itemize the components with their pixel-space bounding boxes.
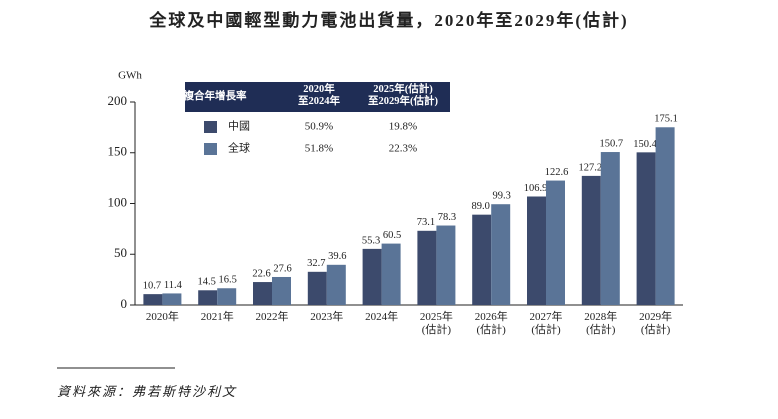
y-axis-unit: GWh <box>118 70 142 82</box>
value-label: 99.3 <box>493 191 511 202</box>
value-label: 150.4 <box>633 139 657 150</box>
value-label: 127.2 <box>578 162 602 173</box>
bar <box>362 248 382 305</box>
x-tick-label: 2026年 (估計) <box>474 311 508 336</box>
source: 資料來源：弗若斯特沙利文 <box>57 384 237 399</box>
table-cell: 22.3% <box>389 143 417 155</box>
value-label: 55.3 <box>362 235 380 246</box>
legend-swatch <box>204 143 217 155</box>
chart-title: 全球及中國輕型動力電池出貨量，2020年至2029年(估計) <box>148 10 628 30</box>
value-label: 16.5 <box>219 275 237 286</box>
legend-swatch <box>204 121 217 133</box>
x-tick-label: 2023年 <box>310 311 344 323</box>
bar <box>253 282 272 305</box>
legend-label: 中國 <box>228 120 250 133</box>
bar <box>162 293 182 305</box>
value-label: 27.6 <box>273 263 291 274</box>
value-label: 22.6 <box>252 268 270 279</box>
bar <box>143 294 163 305</box>
value-label: 39.6 <box>328 251 346 262</box>
x-tick-label: 2024年 <box>365 311 399 323</box>
bar <box>326 264 346 305</box>
bar <box>436 225 456 305</box>
bar <box>581 175 601 305</box>
x-tick-label: 2021年 <box>200 311 234 323</box>
y-tick-label: 50 <box>114 245 127 260</box>
value-label: 10.7 <box>143 281 161 292</box>
value-label: 150.7 <box>599 138 623 149</box>
bar <box>198 290 218 305</box>
value-label: 106.9 <box>524 183 548 194</box>
value-label: 32.7 <box>307 258 325 269</box>
value-label: 175.1 <box>654 114 678 125</box>
value-label: 14.5 <box>198 277 216 288</box>
x-tick-label: 2025年 (估計) <box>419 311 453 336</box>
bar <box>491 204 511 305</box>
y-tick-label: 0 <box>121 296 128 311</box>
bar <box>381 243 401 305</box>
bar <box>600 152 620 305</box>
value-label: 78.3 <box>438 212 456 223</box>
value-label: 122.6 <box>545 167 569 178</box>
bar <box>636 152 656 305</box>
value-label: 73.1 <box>417 217 435 228</box>
bar <box>527 196 546 305</box>
legend-label: 全球 <box>228 141 250 155</box>
bar <box>307 271 327 305</box>
table-cell: 19.8% <box>389 121 417 133</box>
x-tick-label: 2022年 <box>255 311 289 323</box>
bar <box>655 127 675 305</box>
table-header: 2025年(估計) 至2029年(估計) <box>368 84 438 107</box>
value-label: 89.0 <box>472 201 490 212</box>
y-tick-label: 100 <box>108 194 128 209</box>
x-tick-label: 2029年 (估計) <box>639 311 673 336</box>
table-header: 複合年增長率 <box>183 91 247 102</box>
table-header: 2020年 至2024年 <box>298 84 340 107</box>
bar <box>417 230 437 305</box>
y-tick-label: 150 <box>108 144 128 159</box>
x-tick-label: 2028年 (估計) <box>584 311 618 336</box>
bar <box>472 214 492 305</box>
bar <box>546 180 565 305</box>
table-cell: 50.9% <box>305 121 333 133</box>
x-tick-label: 2020年 <box>145 311 179 323</box>
table-cell: 51.8% <box>305 143 333 155</box>
bar <box>217 288 237 305</box>
bar <box>272 276 291 305</box>
value-label: 11.4 <box>164 280 183 291</box>
value-label: 60.5 <box>383 230 401 241</box>
table-header-bg <box>185 82 450 112</box>
x-tick-label: 2027年 (估計) <box>529 311 563 336</box>
y-tick-label: 200 <box>108 93 128 108</box>
